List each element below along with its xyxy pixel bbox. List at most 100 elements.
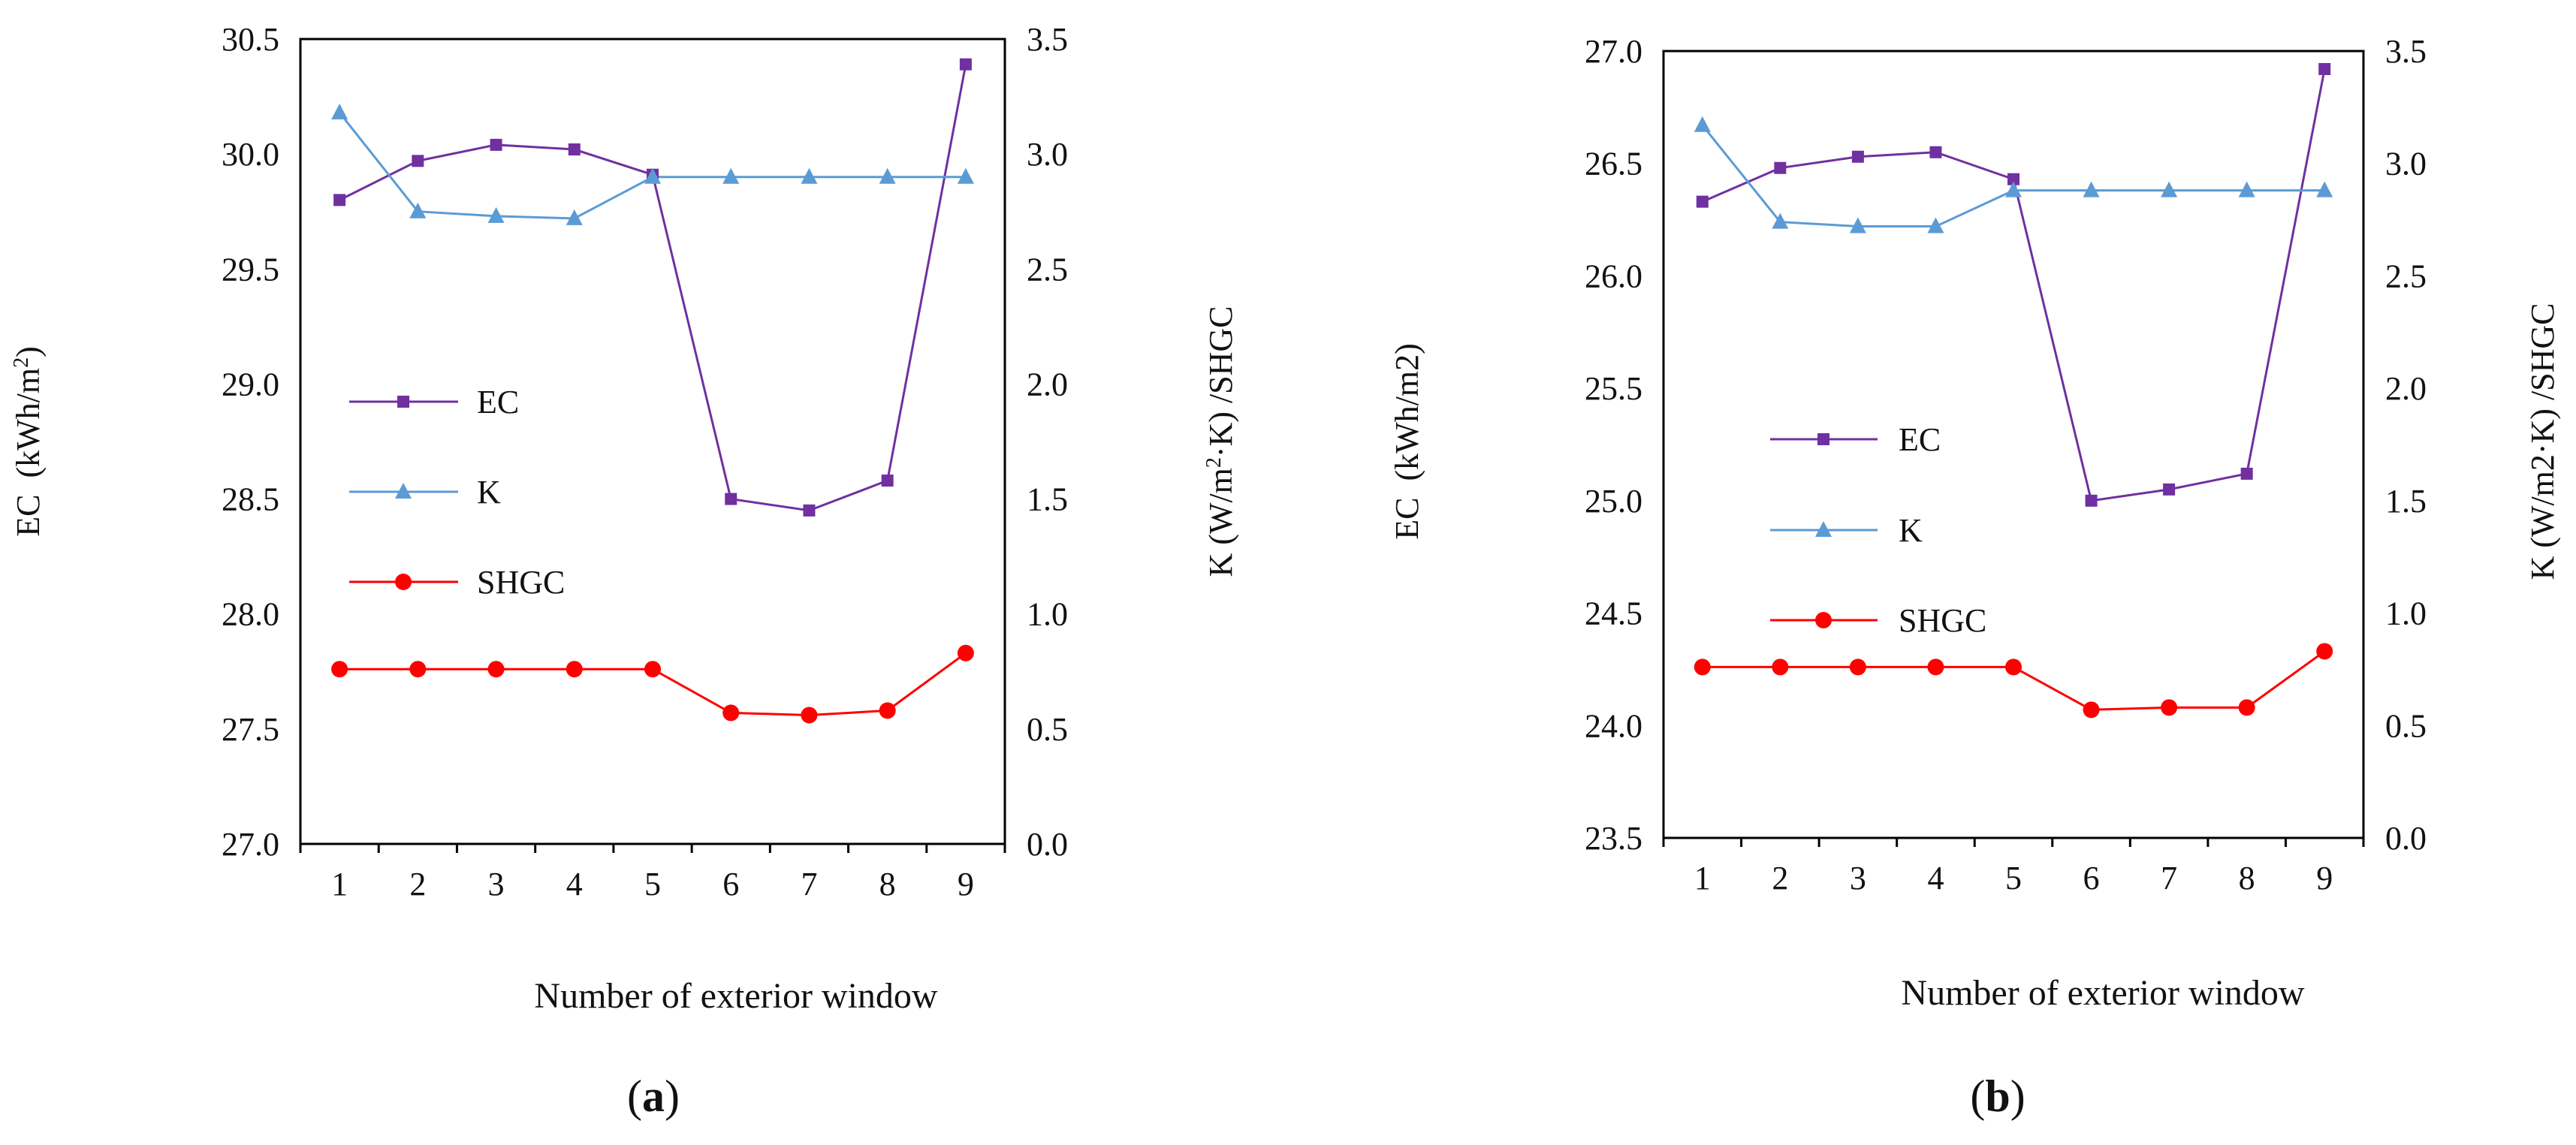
data-point-ec: [959, 58, 972, 71]
data-point-shgc: [957, 644, 974, 661]
left-tick-label: 27.0: [222, 826, 279, 863]
x-tick-label: 5: [644, 866, 661, 902]
left-tick-label: 27.0: [1585, 33, 1642, 70]
series-line-k: [338, 112, 966, 220]
data-point-ec: [412, 155, 424, 167]
data-point-ec: [2085, 494, 2098, 507]
data-point-ec: [881, 475, 894, 487]
data-point-k: [1772, 212, 1789, 229]
data-point-ec: [568, 143, 581, 156]
left-tick-label: 23.5: [1585, 820, 1642, 857]
x-axis-ticks: 1 2 3 4 5 6 7 8 9: [1662, 838, 2365, 896]
x-tick-label: 7: [2161, 860, 2177, 896]
legend-item-ec: EC: [1770, 421, 1941, 458]
data-point-shgc: [1694, 658, 1711, 676]
right-tick-label: 0.0: [1027, 826, 1068, 863]
data-point-shgc: [409, 661, 427, 678]
chart-panel-a: 27.0 27.5 28.0 28.5 29.0 29.5 30.0 30.5 0.0 0.5 1…: [10, 21, 1240, 1121]
x-axis-label: Number of exterior window: [534, 976, 938, 1016]
legend-label-shgc: SHGC: [1899, 602, 1986, 639]
data-point-ec: [1774, 161, 1787, 174]
data-point-k: [2005, 181, 2022, 197]
data-point-k: [1849, 217, 1866, 234]
panel-letter: b: [1985, 1071, 2010, 1121]
data-point-k: [957, 167, 974, 184]
data-point-shgc: [2083, 701, 2100, 719]
data-point-shgc: [722, 704, 740, 722]
data-point-shgc: [879, 702, 896, 719]
x-axis-label: Number of exterior window: [1901, 973, 2305, 1013]
data-point-ec: [803, 504, 816, 517]
data-point-ec: [1929, 146, 1942, 158]
x-tick-label: 4: [1927, 860, 1944, 896]
chart-panel-b: 23.524.024.525.025.526.026.527.0 0.00.51…: [1389, 33, 2561, 1121]
legend-label-k: K: [477, 474, 501, 511]
right-tick-label: 2.0: [2385, 370, 2427, 407]
series-markers: [331, 58, 974, 724]
data-point-k: [1927, 217, 1944, 234]
right-tick-label: 0.0: [2385, 820, 2427, 857]
series-line-ec: [1702, 68, 2326, 502]
right-tick-label: 2.5: [1027, 251, 1068, 288]
data-point-k: [409, 202, 427, 218]
data-point-k: [1694, 116, 1711, 132]
data-point-ec: [490, 138, 502, 151]
left-tick-label: 29.5: [222, 251, 279, 288]
data-point-shgc: [331, 661, 348, 678]
series-markers: [1694, 62, 2333, 719]
plot-area-frame: [299, 38, 1006, 845]
data-point-ec: [1851, 150, 1864, 163]
data-point-k: [644, 167, 661, 184]
left-tick-label: 26.5: [1585, 146, 1642, 182]
right-tick-label: 3.5: [1027, 21, 1068, 58]
data-point-ec: [2318, 62, 2331, 75]
x-tick-label: 8: [879, 866, 896, 902]
x-tick-label: 1: [331, 866, 348, 902]
legend-item-k: K: [349, 474, 501, 511]
x-tick-label: 4: [566, 866, 583, 902]
series-lines: [1701, 68, 2326, 711]
data-point-k: [801, 167, 818, 184]
legend-label-k: K: [1899, 512, 1923, 549]
right-tick-label: 1.0: [2385, 595, 2427, 632]
data-point-shgc: [487, 661, 505, 678]
x-tick-label: 9: [958, 866, 974, 902]
right-axis-ticks: 0.0 0.5 1.0 1.5 2.0 2.5 3.0 3.5: [2385, 33, 2427, 857]
legend-label-ec: EC: [1899, 421, 1941, 458]
data-point-ec: [2240, 467, 2253, 480]
x-tick-label: 2: [409, 866, 426, 902]
legend-item-shgc: SHGC: [1770, 602, 1986, 639]
right-axis-label: K (W/m2·K) /SHGC: [1202, 306, 1240, 577]
data-point-ec: [333, 194, 346, 206]
data-point-k: [2083, 181, 2100, 197]
data-point-shgc: [2238, 699, 2255, 716]
data-point-k: [2161, 181, 2178, 197]
right-tick-label: 0.5: [1027, 711, 1068, 748]
data-point-shgc: [1849, 658, 1866, 676]
left-tick-label: 25.5: [1585, 370, 1642, 407]
left-axis-ticks: 23.5 24.0 24.5 25.0 25.5 26.0 26.5 27.0: [1585, 33, 1642, 857]
data-point-ec: [2163, 483, 2176, 496]
right-tick-label: 3.0: [2385, 146, 2427, 182]
x-tick-label: 7: [801, 866, 817, 902]
legend-item-shgc: SHGC: [349, 564, 565, 601]
left-tick-label: 25.0: [1585, 483, 1642, 520]
data-point-k: [331, 104, 348, 120]
x-tick-label: 3: [1850, 860, 1866, 896]
right-tick-label: 2.5: [2385, 258, 2427, 294]
x-tick-label: 6: [722, 866, 739, 902]
data-point-shgc: [566, 661, 583, 678]
data-point-shgc: [2161, 699, 2178, 716]
data-point-shgc: [2005, 658, 2022, 676]
series-line-ec: [339, 64, 967, 512]
x-tick-label: 3: [488, 866, 505, 902]
data-point-shgc: [2316, 643, 2333, 660]
x-tick-label: 6: [2083, 860, 2100, 896]
right-axis-label: K (W/m2·K) /SHGC: [2524, 303, 2561, 580]
data-point-k: [2316, 181, 2333, 197]
right-tick-label: 0.5: [2385, 707, 2427, 744]
legend-item-ec: EC: [349, 384, 519, 420]
data-point-shgc: [1772, 658, 1789, 676]
data-point-shgc: [644, 661, 661, 678]
